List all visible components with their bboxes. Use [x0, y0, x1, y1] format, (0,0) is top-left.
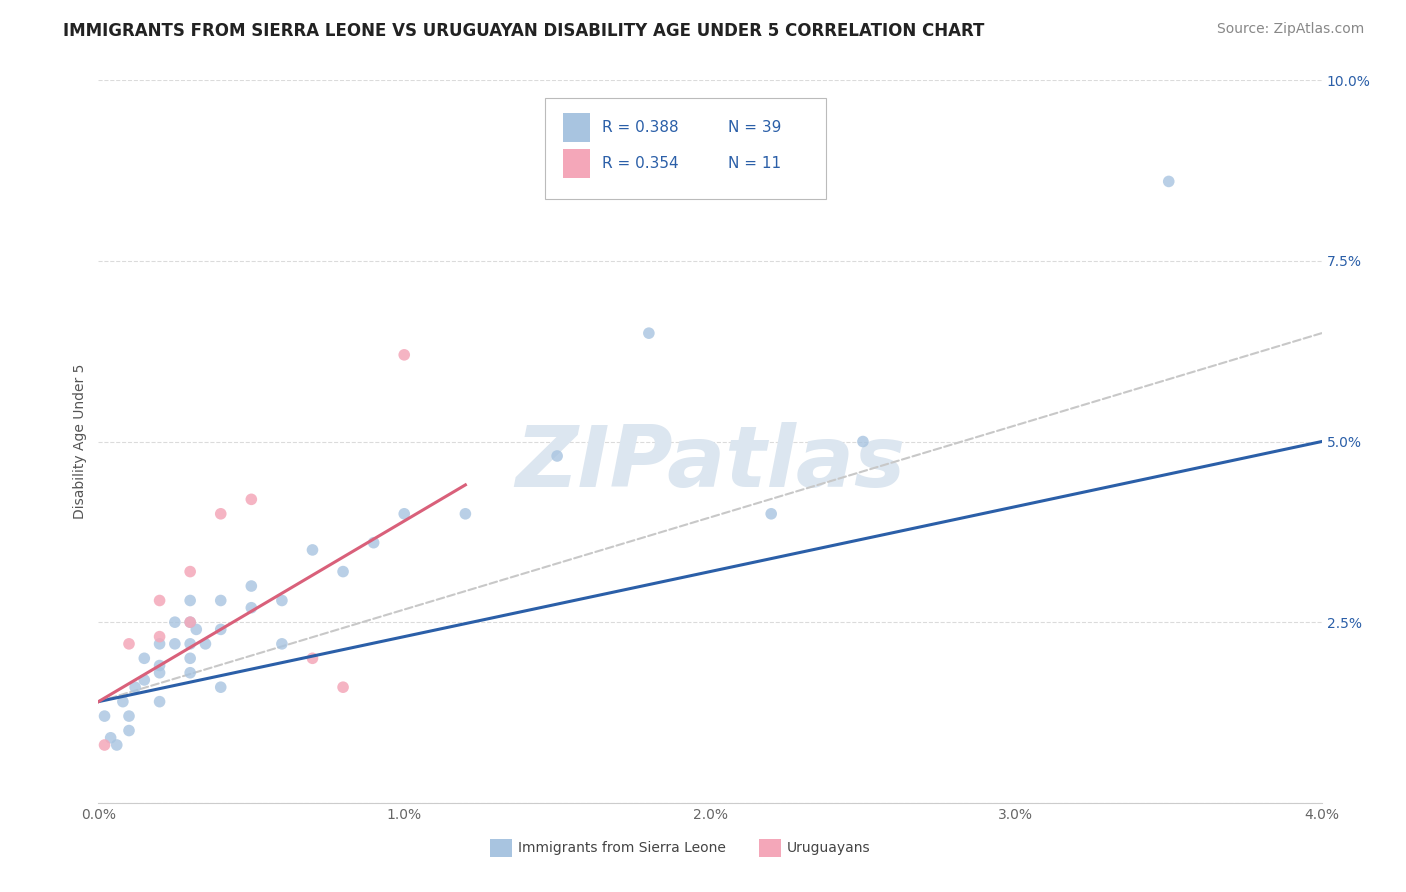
Text: ZIPatlas: ZIPatlas	[515, 422, 905, 505]
Point	[100, 731, 122, 745]
Point	[363, 535, 385, 549]
Point	[454, 507, 477, 521]
Point	[240, 579, 263, 593]
Text: Source: ZipAtlas.com: Source: ZipAtlas.com	[1216, 22, 1364, 37]
Point	[149, 630, 172, 644]
Point	[179, 593, 201, 607]
Point	[301, 651, 323, 665]
Text: Immigrants from Sierra Leone: Immigrants from Sierra Leone	[517, 840, 725, 855]
Point	[149, 658, 172, 673]
Point	[111, 695, 134, 709]
Point	[149, 665, 172, 680]
Point	[759, 507, 782, 521]
Point	[546, 449, 568, 463]
Y-axis label: Disability Age Under 5: Disability Age Under 5	[73, 364, 87, 519]
Point	[118, 723, 141, 738]
Point	[134, 651, 156, 665]
Text: Uruguayans: Uruguayans	[787, 840, 870, 855]
FancyBboxPatch shape	[489, 838, 512, 857]
Point	[179, 565, 201, 579]
Point	[118, 637, 141, 651]
Point	[93, 709, 115, 723]
Point	[209, 680, 232, 694]
Point	[194, 637, 217, 651]
Point	[392, 507, 416, 521]
Point	[124, 680, 146, 694]
Point	[392, 348, 416, 362]
Point	[637, 326, 661, 340]
Point	[270, 593, 294, 607]
Point	[149, 637, 172, 651]
Point	[270, 637, 294, 651]
Point	[163, 615, 186, 630]
Point	[1157, 174, 1180, 188]
FancyBboxPatch shape	[564, 149, 591, 178]
Point	[149, 695, 172, 709]
Text: R = 0.354: R = 0.354	[602, 156, 679, 171]
Point	[179, 637, 201, 651]
FancyBboxPatch shape	[546, 98, 827, 200]
Point	[186, 623, 208, 637]
Point	[105, 738, 128, 752]
Point	[209, 623, 232, 637]
Point	[209, 593, 232, 607]
Point	[93, 738, 115, 752]
Text: R = 0.388: R = 0.388	[602, 120, 679, 135]
FancyBboxPatch shape	[759, 838, 780, 857]
Point	[118, 709, 141, 723]
Text: N = 39: N = 39	[728, 120, 782, 135]
Text: N = 11: N = 11	[728, 156, 782, 171]
FancyBboxPatch shape	[564, 112, 591, 142]
Point	[179, 651, 201, 665]
Point	[332, 680, 354, 694]
Point	[301, 542, 323, 557]
Text: IMMIGRANTS FROM SIERRA LEONE VS URUGUAYAN DISABILITY AGE UNDER 5 CORRELATION CHA: IMMIGRANTS FROM SIERRA LEONE VS URUGUAYA…	[63, 22, 984, 40]
Point	[209, 507, 232, 521]
Point	[240, 600, 263, 615]
Point	[134, 673, 156, 687]
Point	[179, 615, 201, 630]
Point	[179, 665, 201, 680]
Point	[163, 637, 186, 651]
Point	[179, 615, 201, 630]
Point	[240, 492, 263, 507]
Point	[852, 434, 875, 449]
Point	[149, 593, 172, 607]
Point	[332, 565, 354, 579]
